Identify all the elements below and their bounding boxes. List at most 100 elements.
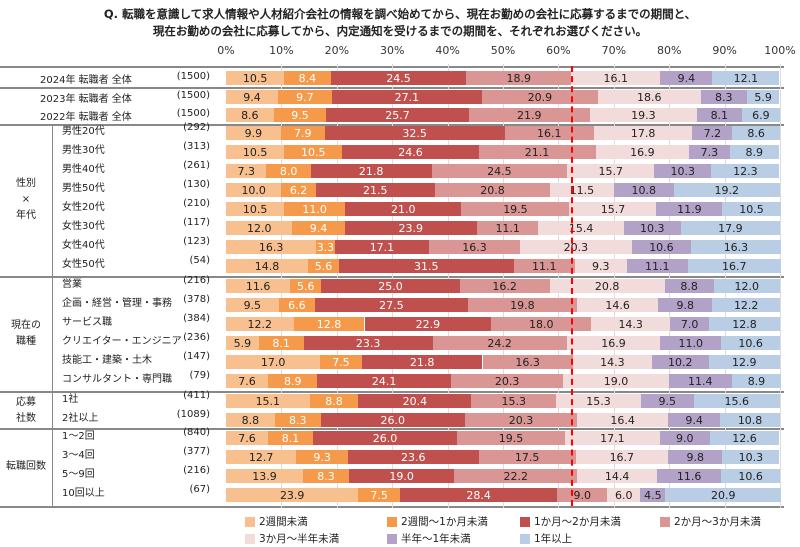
x-tick-label: 40% [435,44,460,57]
data-label: 9.4 [309,221,328,235]
data-label: 7.6 [238,374,256,388]
bar-segment: 14.3 [591,317,671,331]
group-divider [0,87,784,89]
row-n: (117) [183,217,210,228]
data-label: 20.3 [563,240,589,254]
data-label: 23.6 [400,450,426,464]
row-n: (130) [183,179,210,190]
data-label: 8.9 [283,374,302,388]
data-label: 14.4 [604,469,630,483]
bar-segment: 12.3 [711,164,780,178]
data-label: 12.7 [248,450,274,464]
data-label: 10.5 [242,202,268,216]
bar-segment: 8.3 [700,90,747,104]
group-label-divider [52,124,53,506]
data-label: 26.0 [380,413,405,427]
data-label: 20.3 [494,374,520,388]
data-label: 15.1 [255,394,281,408]
data-label: 11.5 [569,183,595,197]
bar-segment: 21.5 [315,183,435,197]
data-label: 26.0 [372,431,398,445]
data-label: 24.2 [487,336,512,350]
legend-swatch [245,533,255,544]
data-label: 8.1 [710,108,729,122]
bar-segment: 28.4 [399,488,558,502]
legend-swatch [520,516,530,527]
bar-segment: 8.8 [664,279,714,293]
row-n: (840) [183,427,210,438]
data-label: 16.3 [515,355,540,369]
bar-segment: 6.0 [607,488,641,502]
data-label: 16.7 [722,259,747,273]
row-n: (261) [183,160,210,171]
data-label: 16.3 [258,240,284,254]
data-label: 27.5 [379,298,404,312]
bar-segment: 20.3 [464,413,578,427]
bar-segment: 8.1 [696,108,742,122]
bar-segment: 10.5 [226,202,285,216]
bar-segment: 8.9 [729,145,779,159]
data-label: 20.3 [508,413,534,427]
data-label: 11.1 [495,221,520,235]
row-n: (123) [183,236,210,247]
data-label: 12.0 [246,221,272,235]
data-label: 15.4 [568,221,594,235]
bar-segment: 25.7 [326,108,469,122]
bar-segment: 6.9 [741,108,780,122]
data-label: 18.9 [506,71,532,85]
legend-item: 2週間未満 [245,514,308,529]
legend-item: 2か月～3か月未満 [660,514,761,529]
bar-segment: 8.9 [731,374,782,388]
row-label: 男性20代 [62,126,105,137]
bar-segment: 21.1 [478,145,596,159]
bar-segment: 22.9 [364,317,492,331]
data-label: 27.1 [394,90,420,104]
bar-segment: 11.5 [550,183,614,197]
bar-segment: 16.1 [504,126,594,140]
row-n: (378) [183,294,210,305]
bar-segment: 7.6 [226,374,269,388]
chart-title-line-1: Q. 転職を意識して求人情報や人材紹介会社の情報を調べ始めてから、現在お勤めの会… [103,7,697,21]
data-label: 19.8 [510,298,535,312]
row-label: 女性30代 [62,221,105,232]
bar-segment: 21.9 [468,108,590,122]
data-label: 16.1 [603,71,628,85]
row-label: 1～2回 [62,431,95,442]
bar-segment: 10.3 [623,221,681,235]
group-divider [0,506,784,508]
data-label: 9.3 [592,259,610,273]
data-label: 12.2 [733,298,759,312]
data-label: 7.9 [293,126,312,140]
bar-segment: 11.1 [476,221,539,235]
legend-item: 3か月～半年未満 [245,531,339,546]
data-label: 24.5 [487,164,512,178]
data-label: 16.3 [462,240,487,254]
bar-segment: 19.5 [461,202,570,216]
row-n: (313) [183,141,210,152]
bar-segment: 8.1 [268,431,313,445]
bar-segment: 31.5 [339,259,514,273]
data-label: 11.9 [677,202,702,216]
bar-segment: 5.6 [290,279,322,293]
bar-segment: 10.3 [722,450,780,464]
legend-swatch [387,516,397,527]
data-label: 9.3 [313,450,331,464]
bar-segment: 11.4 [668,374,732,388]
bar-segment: 14.3 [572,355,653,369]
legend-label: 2週間未満 [259,516,308,528]
data-label: 19.0 [603,374,629,388]
bar-segment: 17.9 [680,221,780,235]
data-label: 20.9 [710,488,736,502]
row-n: (292) [183,122,210,133]
x-tick-label: 60% [546,44,571,57]
data-label: 5.9 [754,90,772,104]
bar-segment: 12.6 [709,431,780,445]
data-label: 17.9 [718,221,743,235]
bar-segment: 9.4 [668,413,721,427]
data-label: 9.4 [685,413,703,427]
data-label: 31.5 [414,259,439,273]
bar-segment: 11.0 [660,336,722,350]
data-label: 8.8 [241,413,260,427]
group-divider [0,124,784,126]
x-tick-label: 90% [712,44,737,57]
